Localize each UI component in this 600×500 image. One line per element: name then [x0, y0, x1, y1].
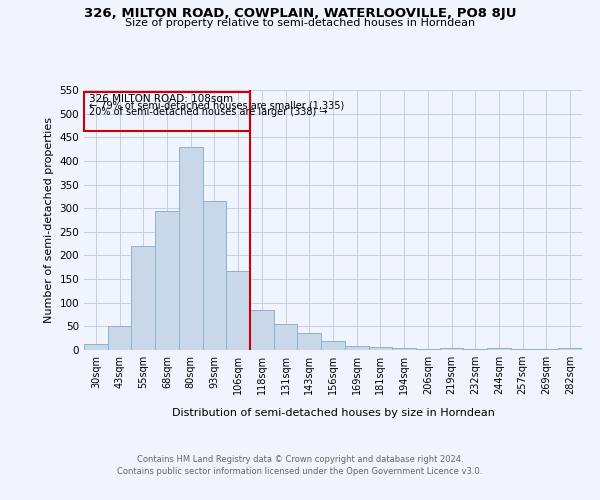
Text: 326, MILTON ROAD, COWPLAIN, WATERLOOVILLE, PO8 8JU: 326, MILTON ROAD, COWPLAIN, WATERLOOVILL… [84, 8, 516, 20]
Bar [226, 271, 250, 350]
Bar [487, 348, 511, 350]
Bar [511, 349, 535, 350]
Text: 326 MILTON ROAD: 108sqm: 326 MILTON ROAD: 108sqm [89, 94, 233, 104]
Bar [274, 324, 298, 350]
Bar [416, 348, 440, 350]
Bar [155, 210, 179, 350]
Text: Contains public sector information licensed under the Open Government Licence v3: Contains public sector information licen… [118, 468, 482, 476]
Bar [250, 310, 274, 350]
Text: 20% of semi-detached houses are larger (338) →: 20% of semi-detached houses are larger (… [89, 106, 327, 117]
Text: Distribution of semi-detached houses by size in Horndean: Distribution of semi-detached houses by … [172, 408, 494, 418]
Bar [108, 326, 131, 350]
Y-axis label: Number of semi-detached properties: Number of semi-detached properties [44, 117, 54, 323]
Bar [392, 348, 416, 350]
Bar [368, 346, 392, 350]
Bar [84, 344, 108, 350]
Bar [203, 201, 226, 350]
Bar [298, 334, 321, 350]
Text: Contains HM Land Registry data © Crown copyright and database right 2024.: Contains HM Land Registry data © Crown c… [137, 455, 463, 464]
Bar [463, 349, 487, 350]
Bar [558, 348, 582, 350]
Bar [131, 246, 155, 350]
Bar [84, 92, 250, 131]
Bar [535, 349, 558, 350]
Bar [321, 342, 345, 350]
Text: Size of property relative to semi-detached houses in Horndean: Size of property relative to semi-detach… [125, 18, 475, 28]
Bar [179, 146, 203, 350]
Bar [440, 348, 463, 350]
Text: ← 79% of semi-detached houses are smaller (1,335): ← 79% of semi-detached houses are smalle… [89, 101, 344, 111]
Bar [345, 346, 368, 350]
